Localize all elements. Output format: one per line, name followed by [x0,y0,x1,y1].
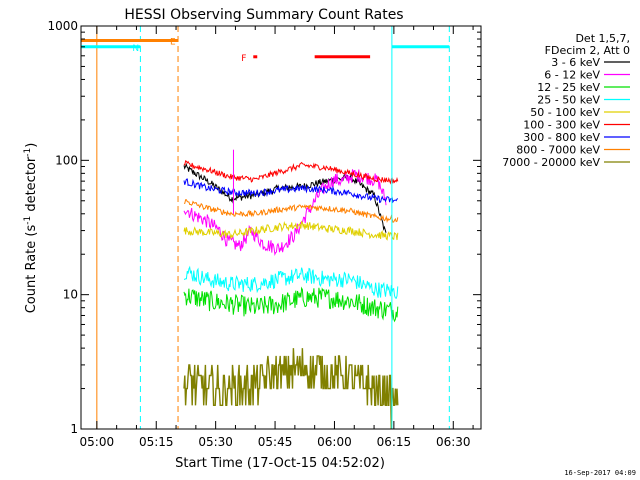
plot-frame [80,25,482,430]
legend-header-1: Det 1,5,7, [575,32,630,45]
series-line [183,160,399,185]
x-tick-label: 05:00 [80,435,115,449]
x-tick-label: 06:00 [317,435,352,449]
legend-label: 6 - 12 keV [544,69,600,82]
series-line [183,348,399,430]
axis-layer: 05:00 05:15 05:30 05:45 06:00 06:15 06:30 1 10 10… [47,19,481,449]
y-tick-label: 1 [70,422,78,436]
legend-label: 25 - 50 keV [537,94,600,107]
legend-header-2: FDecim 2, Att 0 [545,44,630,57]
x-tick-label: 05:15 [139,435,174,449]
legend-label: 300 - 800 keV [523,131,600,144]
y-tick-label: 1000 [47,19,78,33]
x-tick-label: 06:15 [377,435,412,449]
legend-label: 12 - 25 keV [537,81,600,94]
legend-label: 50 - 100 keV [530,106,600,119]
series-layer [183,149,399,430]
y-tick-label: 10 [63,288,78,302]
overlay-layer: E N F [81,26,450,429]
y-tick-label: 100 [55,153,78,167]
x-axis-label: Start Time (17-Oct-15 04:52:02) [175,456,385,471]
y-axis-label: Count Rate (s-1 detector-1) [23,143,39,314]
x-tick-label: 06:30 [436,435,471,449]
series-line [183,265,399,300]
series-line [183,178,399,204]
legend-label: 100 - 300 keV [523,119,600,132]
chart-title: HESSI Observing Summary Count Rates [124,7,403,23]
x-tick-label: 05:45 [258,435,293,449]
flag-label: F [241,54,246,64]
x-tick-label: 05:30 [198,435,233,449]
timestamp: 16-Sep-2017 04:09 [564,469,636,477]
series-line [183,220,399,241]
flag-label: E [170,37,176,47]
series-line [183,286,399,323]
legend-label: 800 - 7000 keV [516,144,600,157]
legend-label: 3 - 6 keV [551,56,600,69]
flag-label: N [132,44,139,54]
legend-label: 7000 - 20000 keV [502,156,600,169]
series-line [183,199,399,223]
